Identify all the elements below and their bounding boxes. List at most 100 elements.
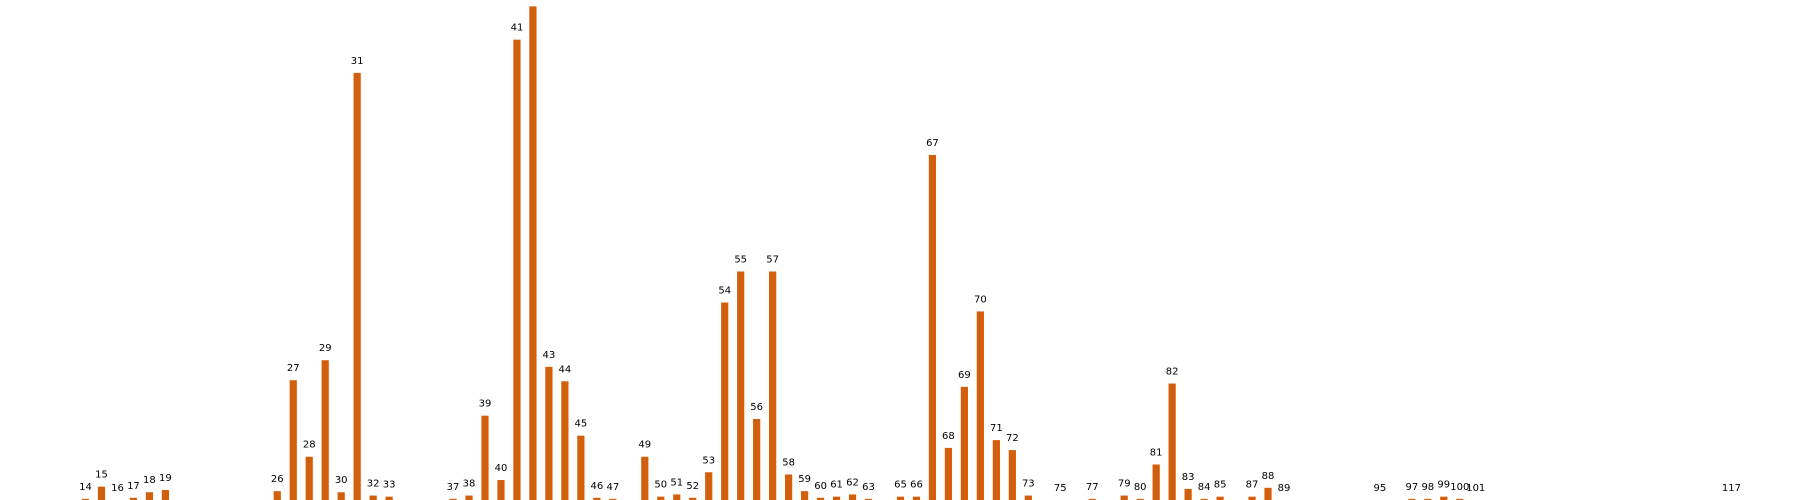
bar-77 (1088, 498, 1096, 500)
bar-label-32: 32 (367, 479, 380, 490)
bar-label-51: 51 (670, 477, 683, 488)
bar-label-58: 58 (782, 457, 795, 468)
bar-65 (896, 496, 905, 500)
bar-label-16: 16 (111, 483, 124, 494)
bar-label-45: 45 (575, 419, 588, 430)
bar-label-82: 82 (1166, 367, 1179, 378)
bar-38 (465, 495, 473, 500)
bar-label-84: 84 (1198, 482, 1211, 493)
bar-label-55: 55 (734, 254, 747, 265)
bar-label-62: 62 (846, 477, 859, 488)
bar-30 (337, 492, 345, 500)
bar-83 (1184, 488, 1192, 500)
bar-69 (960, 386, 968, 500)
bar-88 (1264, 487, 1272, 500)
bar-58 (785, 474, 793, 500)
bar-label-81: 81 (1150, 448, 1163, 459)
bar-label-19: 19 (159, 473, 172, 484)
bar-42 (529, 6, 537, 500)
bar-label-87: 87 (1246, 480, 1259, 491)
bar-label-54: 54 (718, 286, 731, 297)
bar-label-40: 40 (495, 463, 508, 474)
bar-label-60: 60 (814, 481, 827, 492)
bar-56 (753, 419, 761, 500)
bar-47 (609, 498, 617, 500)
bar-label-39: 39 (479, 399, 492, 410)
bar-label-47: 47 (606, 482, 619, 493)
bar-79 (1120, 495, 1128, 500)
bar-17 (129, 497, 138, 500)
bar-31 (353, 72, 361, 500)
bar-label-71: 71 (990, 423, 1003, 434)
bar-27 (289, 380, 297, 500)
bar-72 (1008, 450, 1016, 500)
bar-82 (1168, 383, 1176, 500)
bar-label-65: 65 (894, 480, 907, 491)
bar-85 (1216, 496, 1224, 500)
bar-26 (273, 491, 281, 500)
bar-67 (928, 155, 937, 500)
bar-53 (705, 472, 713, 500)
bar-45 (577, 435, 585, 500)
bar-label-15: 15 (95, 470, 108, 481)
bar-52 (689, 497, 697, 500)
bar-label-100: 100 (1450, 482, 1469, 493)
bar-label-97: 97 (1405, 482, 1418, 493)
bar-label-33: 33 (383, 480, 396, 491)
bar-60 (816, 497, 825, 500)
bar-99 (1440, 496, 1448, 500)
bar-18 (145, 492, 154, 500)
bar-label-18: 18 (143, 475, 156, 486)
bar-label-98: 98 (1421, 482, 1434, 493)
bar-label-44: 44 (559, 364, 572, 375)
bar-61 (832, 496, 841, 500)
bar-59 (801, 491, 809, 500)
bar-37 (449, 498, 457, 500)
bar-63 (864, 498, 873, 500)
bar-label-28: 28 (303, 440, 316, 451)
bar-33 (385, 496, 393, 500)
bar-label-75: 75 (1054, 483, 1067, 494)
bar-62 (848, 494, 857, 500)
bar-label-79: 79 (1118, 479, 1131, 490)
bar-label-77: 77 (1086, 482, 1099, 493)
bar-71 (992, 440, 1000, 500)
bar-label-85: 85 (1214, 480, 1227, 491)
bar-73 (1024, 495, 1032, 500)
bar-label-27: 27 (287, 363, 300, 374)
bar-70 (976, 311, 984, 500)
bar-label-41: 41 (511, 23, 524, 34)
bar-label-69: 69 (958, 370, 971, 381)
bar-39 (481, 415, 489, 500)
bar-label-67: 67 (926, 138, 939, 149)
bar-label-37: 37 (447, 482, 460, 493)
bar-label-95: 95 (1374, 483, 1387, 494)
bar-label-72: 72 (1006, 433, 1019, 444)
bar-label-50: 50 (654, 480, 667, 491)
bar-label-68: 68 (942, 431, 955, 442)
bar-55 (737, 271, 745, 500)
bar-49 (641, 456, 649, 500)
bar-label-101: 101 (1466, 483, 1485, 494)
bar-50 (657, 496, 665, 500)
bar-87 (1248, 496, 1256, 500)
bar-15 (97, 486, 106, 500)
bar-66 (912, 496, 921, 500)
bar-label-38: 38 (463, 479, 476, 490)
bar-label-61: 61 (830, 480, 843, 491)
bar-label-88: 88 (1262, 471, 1275, 482)
bar-label-56: 56 (750, 402, 763, 413)
bar-51 (673, 494, 681, 500)
bar-80 (1136, 498, 1144, 500)
bar-label-80: 80 (1134, 482, 1147, 493)
bar-label-66: 66 (910, 480, 923, 491)
bar-label-63: 63 (862, 482, 875, 493)
bar-57 (769, 271, 777, 500)
bar-100 (1456, 498, 1464, 500)
bar-46 (593, 497, 601, 500)
bar-label-57: 57 (766, 254, 779, 265)
bar-label-26: 26 (271, 474, 284, 485)
bar-44 (561, 381, 569, 500)
